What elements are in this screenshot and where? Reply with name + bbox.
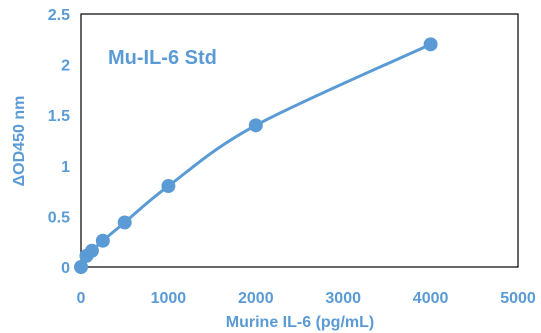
data-point (95, 233, 110, 248)
y-tick-label: 1 (61, 159, 70, 176)
chart-title: Mu-IL-6 Std (108, 47, 217, 69)
y-tick-label: 0 (61, 260, 70, 277)
x-axis-title: Murine IL-6 (pg/mL) (226, 314, 374, 331)
plot-area-frame (80, 13, 519, 268)
y-tick-label: 2.5 (48, 7, 70, 24)
y-tick-label: 1.5 (48, 108, 70, 125)
x-tick-label: 4000 (413, 290, 449, 307)
data-point (423, 37, 438, 52)
data-point (74, 260, 88, 274)
y-tick-label: 0.5 (48, 209, 70, 226)
y-axis-ticks: 0 0.5 1 1.5 2 2.5 (48, 7, 70, 277)
data-points (74, 37, 438, 274)
series-line (79, 42, 432, 268)
x-tick-label: 5000 (500, 290, 536, 307)
x-tick-label: 3000 (325, 290, 361, 307)
data-point (117, 215, 132, 230)
x-axis-ticks: 0 1000 2000 3000 4000 5000 (77, 290, 536, 307)
y-tick-label: 2 (61, 58, 70, 75)
x-tick-label: 0 (77, 290, 86, 307)
y-axis-title: ΔOD450 nm (11, 96, 28, 187)
data-point (84, 243, 99, 258)
x-tick-label: 2000 (238, 290, 274, 307)
data-point (161, 179, 176, 194)
x-tick-label: 1000 (151, 290, 187, 307)
data-point (248, 118, 263, 133)
